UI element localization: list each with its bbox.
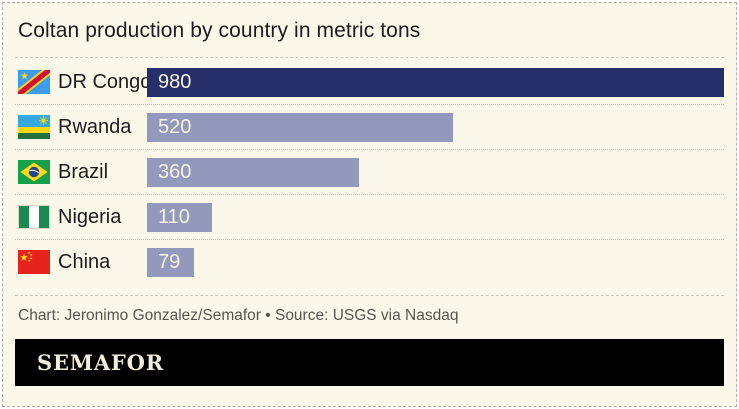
bar-zone: 79: [147, 247, 724, 277]
bar-china: 79: [147, 247, 194, 277]
bar-zone: 980: [147, 67, 724, 97]
semafor-wordmark: SEMAFOR: [37, 350, 164, 375]
brazil-flag-icon: [18, 160, 50, 184]
dr-congo-flag-icon: [18, 70, 50, 94]
bar-nigeria: 110: [147, 202, 212, 232]
country-label: Nigeria: [58, 205, 122, 228]
chart-title: Coltan production by country in metric t…: [18, 19, 421, 42]
bar-zone: 520: [147, 112, 724, 142]
bar-zone: 110: [147, 202, 724, 232]
bar-zone: 360: [147, 157, 724, 187]
bar-value: 360: [158, 160, 192, 183]
country-label: Rwanda: [58, 115, 132, 138]
rwanda-flag-icon: [18, 115, 50, 139]
bar-chart: DR Congo 980: [15, 60, 724, 284]
footer-divider: [15, 295, 724, 296]
country-label: Brazil: [58, 160, 109, 183]
bar-dr-congo: 980: [147, 67, 724, 97]
semafor-logo-bar: SEMAFOR: [15, 339, 724, 386]
china-flag-icon: [18, 250, 50, 274]
bar-value: 980: [158, 70, 192, 93]
chart-row-rwanda: Rwanda 520: [15, 105, 724, 150]
chart-row-dr-congo: DR Congo 980: [15, 60, 724, 105]
bar-value: 79: [158, 250, 181, 273]
chart-row-brazil: Brazil 360: [15, 150, 724, 195]
bar-value: 110: [158, 205, 190, 228]
chart-row-nigeria: Nigeria 110: [15, 195, 724, 240]
bar-rwanda: 520: [147, 112, 454, 142]
bar-value: 520: [158, 115, 192, 138]
nigeria-flag-icon: [18, 205, 50, 229]
chart-row-china: China 79: [15, 240, 724, 284]
bar-brazil: 360: [147, 157, 359, 187]
country-label: China: [58, 250, 111, 273]
title-divider: [15, 57, 724, 58]
attribution-text: Chart: Jeronimo Gonzalez/Semafor • Sourc…: [18, 307, 459, 324]
country-label: DR Congo: [58, 70, 152, 93]
